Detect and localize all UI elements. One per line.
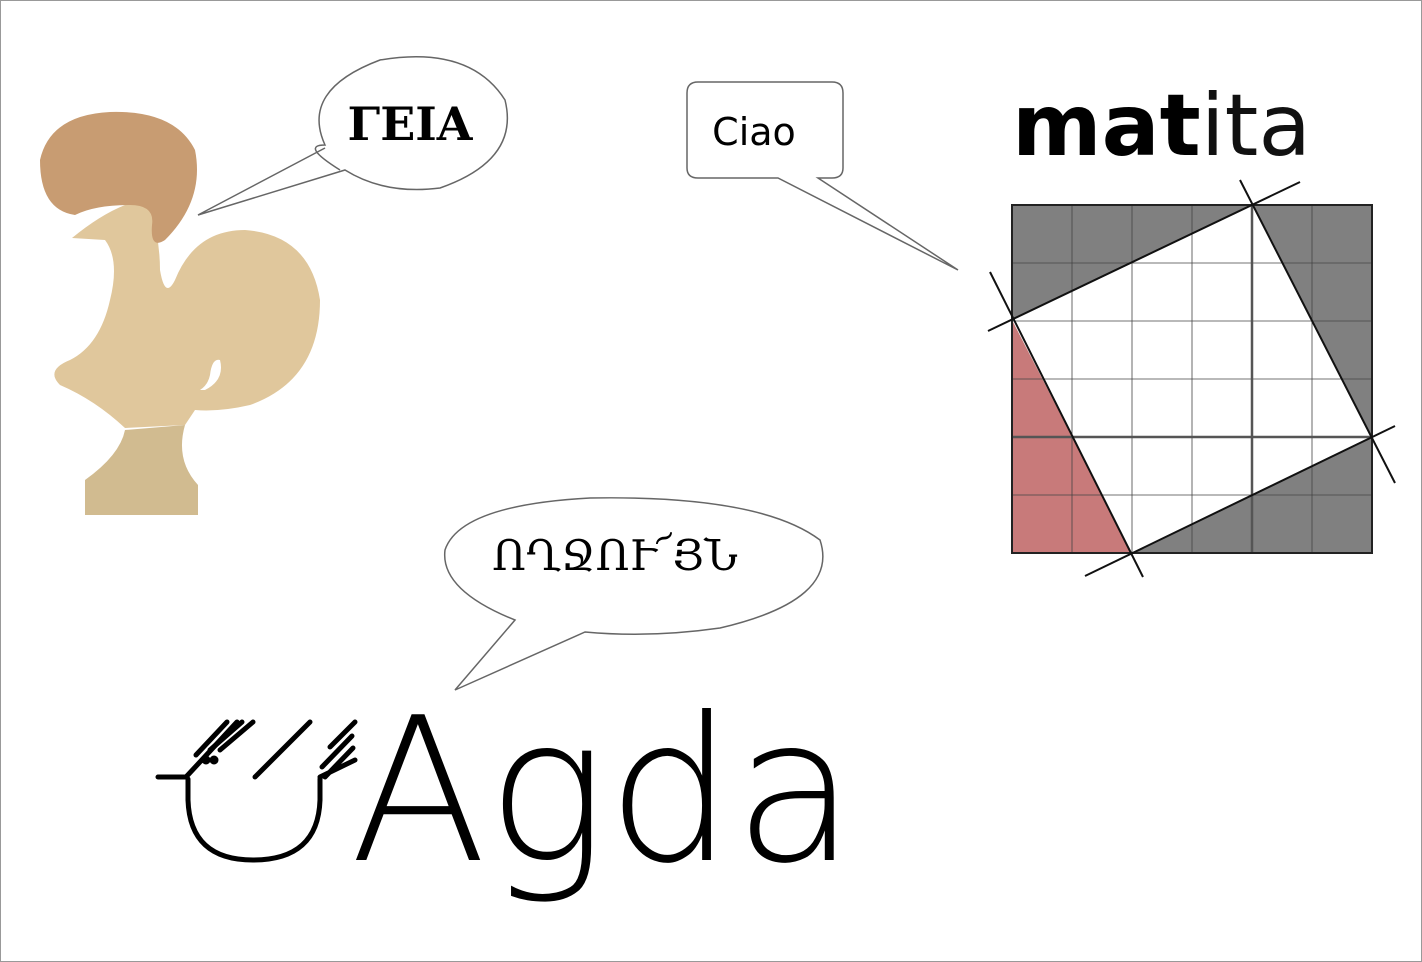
agda-logo — [155, 719, 358, 863]
speech-bubble: ΓΕΙΑ — [197, 56, 509, 216]
logo-light: ita — [1201, 76, 1311, 176]
logo-text: matita — [1012, 76, 1311, 176]
logo-text: Agda — [350, 675, 856, 908]
greeting: ՈՂՋՈՒ՜ՅՆ — [492, 531, 737, 580]
matita-logo: matita — [987, 76, 1396, 578]
greeting: Ciao — [712, 110, 796, 154]
speech-bubble: Ciao — [686, 81, 959, 271]
greeting: ΓΕΙΑ — [348, 97, 474, 151]
logo-bold: mat — [1012, 76, 1201, 176]
speech-bubble: ՈՂՋՈՒ՜ՅՆ — [444, 497, 824, 691]
rooster — [40, 111, 320, 515]
